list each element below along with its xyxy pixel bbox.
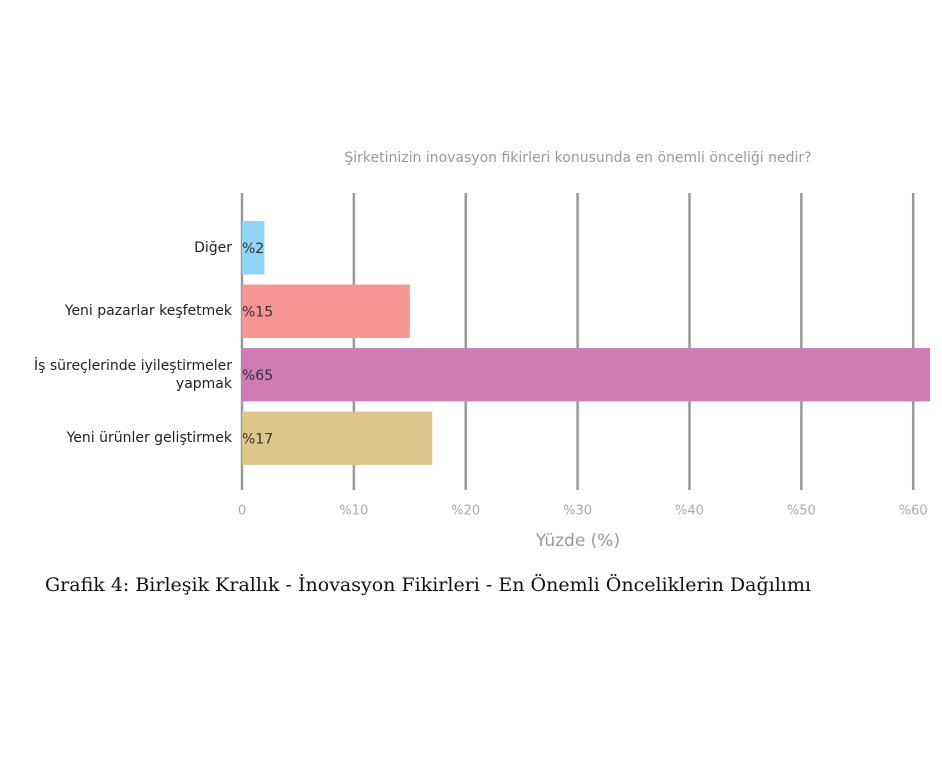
x-tick-label: 0 bbox=[238, 504, 246, 519]
x-tick-label: %40 bbox=[675, 504, 704, 519]
bar bbox=[242, 348, 930, 402]
value-label: %15 bbox=[242, 304, 273, 320]
value-label: %65 bbox=[242, 368, 273, 384]
x-axis-label: Yüzde (%) bbox=[535, 531, 620, 551]
x-tick-label: %10 bbox=[339, 504, 368, 519]
bar bbox=[242, 411, 433, 465]
caption: Grafik 4: Birleşik Krallık - İnovasyon F… bbox=[45, 574, 811, 596]
y-tick-label: Yeni pazarlar keşfetmek bbox=[64, 303, 232, 320]
x-tick-label: %30 bbox=[563, 504, 592, 519]
y-tick-label: İş süreçlerinde iyileştirmeler yapmak bbox=[33, 357, 232, 392]
x-tick-label: %60 bbox=[899, 504, 928, 519]
y-tick-label: Diğer bbox=[194, 239, 232, 256]
y-tick-label: Yeni ürünler geliştirmek bbox=[66, 430, 232, 447]
value-label: %17 bbox=[242, 431, 273, 447]
value-label: %2 bbox=[242, 241, 264, 257]
chart-title: Şirketinizin inovasyon fikirleri konusun… bbox=[344, 150, 811, 166]
bar bbox=[242, 221, 265, 275]
bar bbox=[242, 284, 410, 338]
x-tick-label: %50 bbox=[787, 504, 816, 519]
x-tick-label: %20 bbox=[451, 504, 480, 519]
